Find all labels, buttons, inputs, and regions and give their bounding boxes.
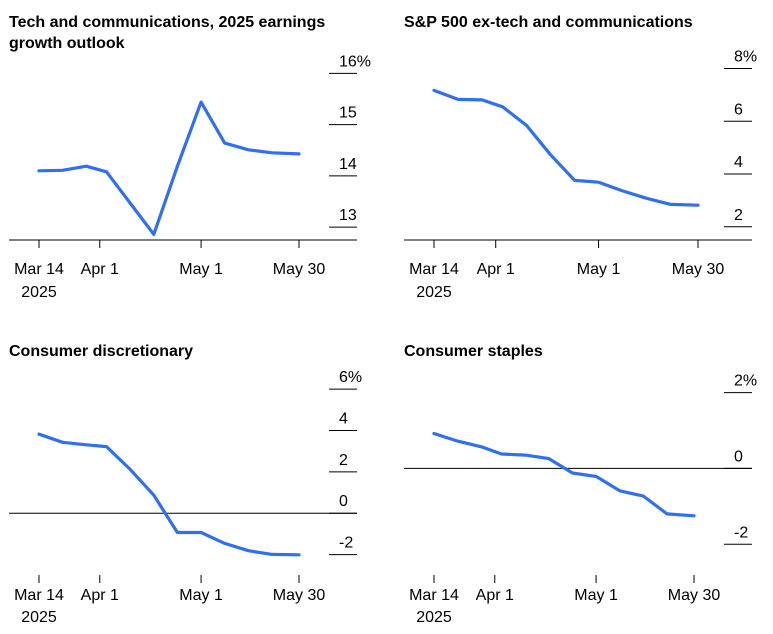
y-tick-label: 8% — [734, 49, 757, 66]
x-tick-label: May 30 — [672, 261, 725, 278]
chart-panel-sp500-ex-tech: S&P 500 ex-tech and communications 8% 6 4 2… — [404, 12, 768, 312]
chart-plot: 2% 0 -2 Mar 14 Apr 1 May 1 May 30 2025 — [404, 373, 757, 626]
x-year-label: 2025 — [416, 284, 452, 301]
chart-plot: 6% 4 2 0 -2 Mar 14 Apr 1 May 1 May 30 2025 — [9, 369, 362, 626]
y-tick-label: 16% — [339, 53, 371, 70]
y-tick-label: 14 — [339, 156, 357, 173]
x-tick-label: May 1 — [577, 261, 621, 278]
y-tick-label: 2% — [734, 373, 757, 390]
x-tick-label: Apr 1 — [81, 587, 119, 604]
chart-title: Tech and communications, 2025 earnings g… — [9, 14, 326, 52]
y-tick-label: 2 — [734, 207, 743, 224]
y-tick-label: 4 — [734, 154, 743, 171]
x-tick-label: May 1 — [574, 587, 618, 604]
chart-panel-tech: Tech and communications, 2025 earnings g… — [9, 12, 373, 312]
series-line — [37, 432, 301, 557]
y-tick-label: 0 — [734, 448, 743, 465]
x-tick-label: Mar 14 — [409, 587, 459, 604]
x-year-label: 2025 — [21, 284, 57, 301]
y-tick-label: 15 — [339, 105, 357, 122]
x-year-label: 2025 — [416, 609, 452, 626]
y-tick-label: 6% — [339, 369, 362, 386]
chart-panel-consumer-discretionary: Consumer discretionary 6% 4 2 0 -2 Mar 14 Apr … — [9, 341, 373, 631]
chart-title: Consumer staples — [404, 343, 543, 360]
x-tick-label: Mar 14 — [14, 587, 64, 604]
x-tick-label: May 1 — [179, 261, 223, 278]
y-tick-label: -2 — [734, 524, 748, 541]
y-tick-label: 13 — [339, 207, 357, 224]
x-tick-label: May 30 — [273, 261, 326, 278]
series-line — [432, 88, 700, 207]
y-tick-label: 0 — [339, 493, 348, 510]
x-tick-label: May 30 — [273, 587, 326, 604]
x-tick-label: May 1 — [179, 587, 223, 604]
x-tick-label: Apr 1 — [81, 261, 119, 278]
chart-plot: 8% 6 4 2 Mar 14 Apr 1 May 1 May 30 2025 — [404, 49, 757, 301]
x-tick-label: May 30 — [668, 587, 721, 604]
x-year-label: 2025 — [21, 609, 57, 626]
chart-plot: 16% 15 14 13 Mar 14 Apr 1 May 1 May 30 2025 — [9, 53, 371, 301]
y-tick-label: 6 — [734, 101, 743, 118]
x-tick-label: Mar 14 — [409, 261, 459, 278]
x-tick-label: Mar 14 — [14, 261, 64, 278]
chart-panel-consumer-staples: Consumer staples 2% 0 -2 Mar 14 Apr 1 May 1 Ma… — [404, 341, 768, 631]
series-line — [37, 100, 301, 236]
series-line — [432, 431, 696, 518]
chart-title: Consumer discretionary — [9, 343, 194, 360]
chart-title: S&P 500 ex-tech and communications — [404, 14, 693, 31]
x-tick-label: Apr 1 — [476, 587, 514, 604]
y-tick-label: 4 — [339, 411, 348, 428]
x-tick-label: Apr 1 — [477, 261, 515, 278]
y-tick-label: -2 — [339, 535, 353, 552]
y-tick-label: 2 — [339, 452, 348, 469]
